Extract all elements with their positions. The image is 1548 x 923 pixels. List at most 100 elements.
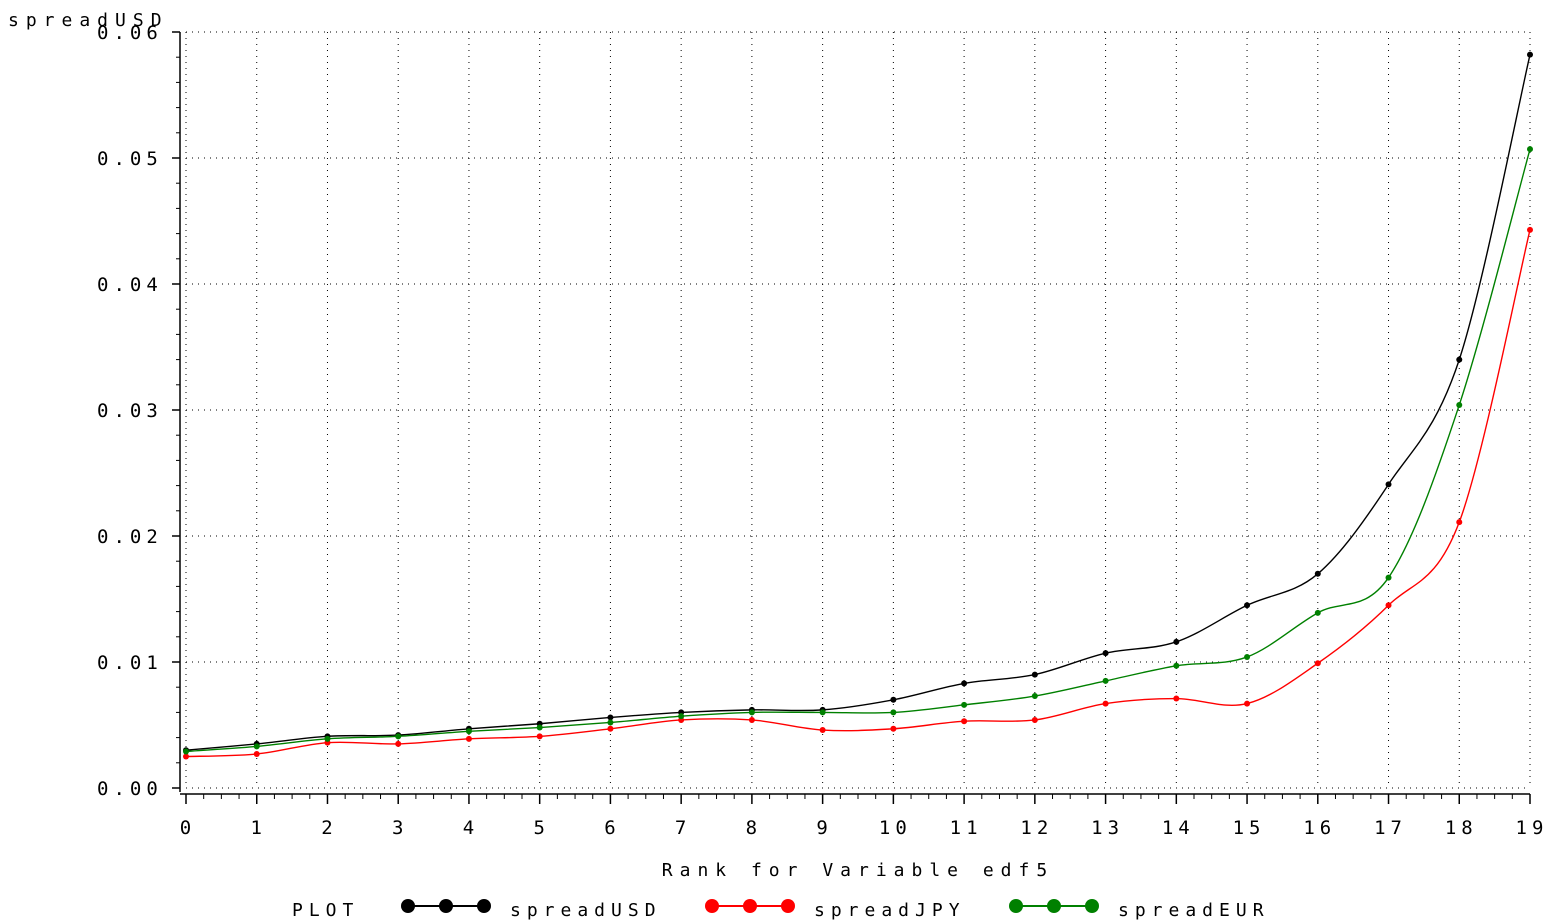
data-point-spreadJPY (1385, 602, 1392, 609)
data-point-spreadEUR (819, 709, 826, 716)
series-line-spreadEUR (185, 148, 1531, 753)
data-point-spreadUSD (1314, 570, 1321, 577)
data-point-spreadUSD (1527, 51, 1533, 58)
data-point-spreadJPY (1031, 716, 1038, 723)
legend-marker (781, 899, 795, 913)
data-point-spreadUSD (607, 714, 614, 721)
data-point-spreadEUR (536, 724, 543, 731)
y-tick-label: 0.06 (97, 22, 163, 44)
data-point-spreadJPY (819, 727, 826, 734)
data-point-spreadUSD (1456, 356, 1463, 363)
data-point-spreadEUR (324, 735, 331, 742)
data-point-spreadEUR (395, 733, 402, 740)
x-tick-label: 2 (321, 817, 337, 839)
x-tick-label: 12 (1020, 817, 1053, 839)
x-tick-label: 9 (816, 817, 832, 839)
x-tick-label: 7 (675, 817, 691, 839)
x-tick-label: 6 (604, 817, 620, 839)
data-point-spreadEUR (1031, 693, 1038, 700)
data-point-spreadJPY (253, 750, 260, 757)
legend-marker (1085, 899, 1099, 913)
legend-marker (477, 899, 491, 913)
legend-marker (705, 899, 719, 913)
data-point-spreadEUR (1456, 401, 1463, 408)
data-point-spreadEUR (890, 709, 897, 716)
data-point-spreadEUR (465, 728, 472, 735)
data-point-spreadJPY (1102, 700, 1109, 707)
y-tick-label: 0.05 (97, 148, 163, 170)
data-point-spreadEUR (1102, 677, 1109, 684)
data-point-spreadEUR (678, 713, 685, 720)
legend-label: spreadEUR (1118, 900, 1270, 921)
data-point-spreadEUR (1527, 146, 1533, 153)
data-point-spreadJPY (890, 725, 897, 732)
plot-frame (179, 32, 1530, 795)
series-line-spreadJPY (185, 229, 1531, 758)
data-point-spreadUSD (961, 680, 968, 687)
legend-marker (1047, 899, 1061, 913)
data-point-spreadEUR (1385, 574, 1392, 581)
x-tick-label: 19 (1516, 817, 1548, 839)
tick-marks (172, 31, 1531, 804)
y-tick-label: 0.01 (97, 652, 163, 674)
x-tick-label: 18 (1445, 817, 1478, 839)
data-point-spreadJPY (961, 718, 968, 725)
x-tick-label: 1 (251, 817, 267, 839)
y-tick-label: 0.00 (97, 778, 163, 800)
data-point-spreadJPY (607, 725, 614, 732)
data-point-spreadEUR (1173, 662, 1180, 669)
x-tick-label: 17 (1374, 817, 1407, 839)
data-point-spreadUSD (1031, 671, 1038, 678)
x-tick-label: 15 (1233, 817, 1266, 839)
x-tick-label: 13 (1091, 817, 1124, 839)
data-point-spreadJPY (1173, 695, 1180, 702)
data-point-spreadJPY (395, 740, 402, 747)
tick-labels: 0.000.010.020.030.040.050.060 1 2 3 4 5 6 7 8 9 10… (97, 22, 1548, 839)
y-tick-label: 0.04 (97, 274, 163, 296)
x-tick-label: 11 (950, 817, 983, 839)
x-axis-title: Rank for Variable edf5 (662, 860, 1054, 881)
x-tick-label: 10 (879, 817, 912, 839)
data-point-spreadEUR (183, 748, 189, 755)
x-tick-label: 14 (1162, 817, 1195, 839)
data-point-spreadUSD (1244, 602, 1251, 609)
x-tick-label: 5 (533, 817, 549, 839)
data-point-spreadUSD (1102, 650, 1109, 657)
data-point-spreadEUR (607, 719, 614, 726)
y-tick-label: 0.02 (97, 526, 163, 548)
data-point-spreadJPY (1456, 519, 1463, 526)
data-point-spreadJPY (465, 735, 472, 742)
legend-label: spreadUSD (510, 900, 662, 921)
data-point-spreadJPY (1527, 226, 1533, 233)
legend-marker (401, 899, 415, 913)
x-tick-label: 8 (746, 817, 762, 839)
data-point-spreadJPY (748, 716, 755, 723)
series-lines (183, 51, 1533, 760)
y-axis-title: spreadUSD (8, 10, 169, 31)
data-point-spreadUSD (890, 696, 897, 703)
data-point-spreadUSD (1173, 638, 1180, 645)
data-point-spreadJPY (1314, 660, 1321, 667)
data-point-spreadEUR (1314, 609, 1321, 616)
data-point-spreadJPY (536, 733, 543, 740)
x-tick-label: 16 (1303, 817, 1336, 839)
legend-title: PLOT (292, 900, 359, 921)
series-line-spreadUSD (185, 54, 1531, 751)
data-point-spreadJPY (1244, 700, 1251, 707)
data-point-spreadJPY (183, 753, 189, 760)
legend-marker (1009, 899, 1023, 913)
data-point-spreadEUR (253, 743, 260, 750)
data-point-spreadEUR (961, 701, 968, 708)
x-tick-label: 4 (463, 817, 479, 839)
legend-marker (743, 899, 757, 913)
data-point-spreadEUR (748, 709, 755, 716)
legend-marker (439, 899, 453, 913)
legend-label: spreadJPY (814, 900, 966, 921)
data-point-spreadUSD (1385, 481, 1392, 488)
legend: PLOT spreadUSD spreadJPY spreadEUR (292, 899, 1270, 921)
y-tick-label: 0.03 (97, 400, 163, 422)
x-tick-label: 3 (392, 817, 408, 839)
x-tick-label: 0 (180, 817, 196, 839)
data-point-spreadEUR (1244, 653, 1251, 660)
